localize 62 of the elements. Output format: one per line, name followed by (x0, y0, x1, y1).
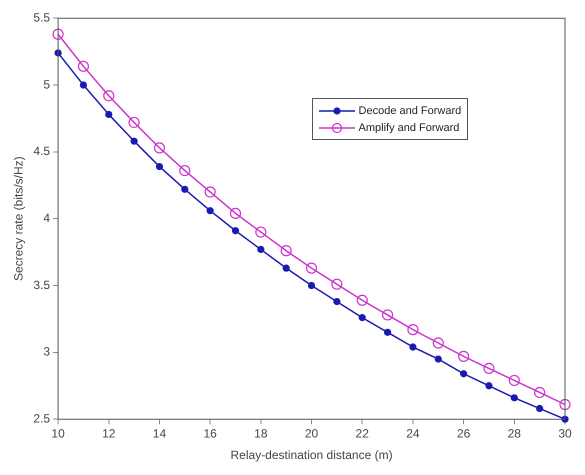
point (460, 370, 468, 378)
x-tick-label: 22 (356, 426, 370, 441)
x-tick-label: 28 (508, 426, 522, 441)
point (257, 246, 264, 254)
point (181, 186, 188, 193)
point (255, 226, 266, 238)
point (382, 309, 394, 321)
point (282, 264, 290, 272)
point (204, 186, 216, 198)
x-tick-label: 20 (304, 426, 319, 441)
point (103, 90, 114, 102)
point (358, 314, 366, 322)
point (105, 110, 112, 118)
y-tick-label: 5.5 (33, 10, 50, 25)
y-tick-label: 2.5 (33, 412, 50, 426)
point (384, 328, 392, 336)
point (52, 28, 64, 40)
x-tick-label: 18 (254, 426, 268, 441)
y-tick-label: 4 (43, 211, 50, 226)
x-tick-label: 10 (51, 426, 66, 441)
point (534, 386, 546, 398)
point (128, 116, 140, 128)
point (510, 394, 518, 402)
point (559, 398, 571, 410)
point (331, 278, 342, 290)
point (280, 245, 292, 256)
point (536, 404, 544, 412)
point (409, 343, 417, 351)
point (179, 164, 190, 176)
legend-label: Decode and Forward (358, 104, 462, 117)
point (485, 382, 493, 390)
x-tick-label: 12 (102, 426, 116, 441)
y-tick-label: 5 (43, 77, 50, 92)
point (80, 81, 88, 89)
y-tick-label: 4.5 (33, 144, 50, 158)
x-tick-label: 14 (152, 426, 166, 441)
x-tick-label: 30 (558, 426, 572, 441)
point (206, 207, 214, 214)
point (78, 60, 90, 72)
point (232, 227, 240, 234)
y-tick-label: 3 (43, 344, 50, 359)
point (458, 350, 470, 362)
point (432, 337, 444, 349)
point (130, 138, 138, 145)
point (407, 324, 419, 336)
point (308, 282, 316, 290)
x-tick-label: 16 (203, 426, 218, 441)
point (434, 355, 442, 363)
point (306, 262, 318, 274)
legend-label: Amplify and Forward (358, 122, 460, 134)
x-axis-title: Relay-destination distance (m) (230, 448, 393, 462)
point (356, 294, 368, 306)
point (230, 208, 242, 219)
y-axis-title: Secrecy rate (bits/s/Hz) (12, 156, 26, 282)
point (483, 362, 495, 374)
y-tick-label: 3.5 (33, 278, 50, 292)
point (154, 142, 166, 154)
point (508, 374, 520, 386)
x-tick-label: 26 (456, 426, 471, 441)
x-tick-label: 24 (406, 426, 420, 441)
point (333, 298, 340, 306)
point (156, 162, 164, 170)
